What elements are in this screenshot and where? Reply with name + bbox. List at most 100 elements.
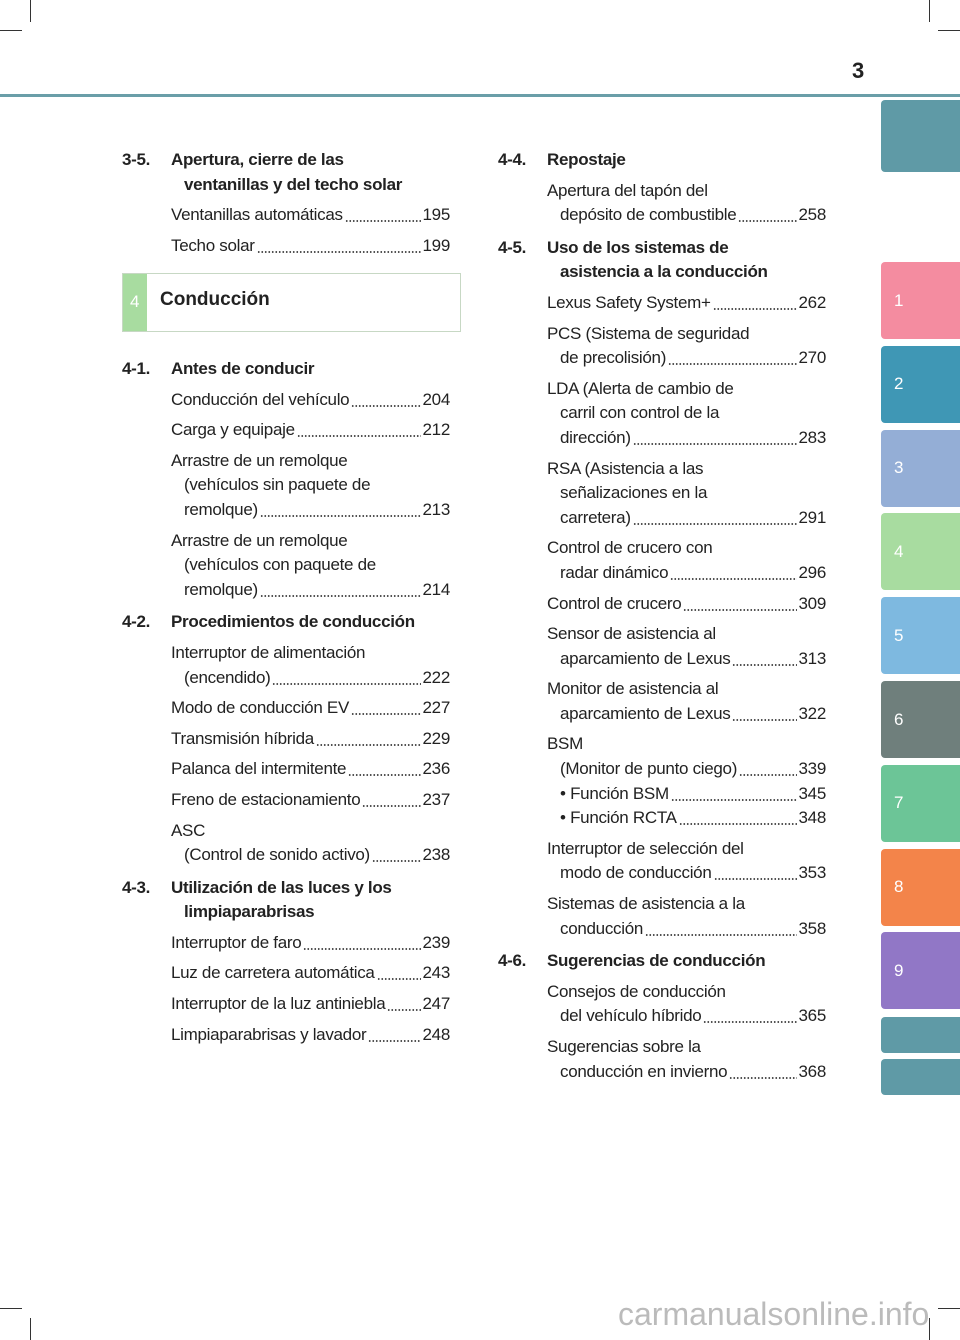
- chapter-tab: 5: [881, 597, 960, 675]
- entry-line: LDA (Alerta de cambio de: [547, 378, 734, 398]
- section-title: limpiaparabrisas: [184, 902, 315, 922]
- entry-text: conducción: [560, 918, 644, 938]
- entry: Sistemas de asistencia a la conducción 358: [547, 892, 827, 942]
- page-ref: 247: [422, 994, 451, 1014]
- page-ref: 248: [422, 1024, 451, 1044]
- section-title: Sugerencias de conducción: [547, 951, 766, 971]
- entry: Interruptor de selección del modo de cond…: [547, 837, 826, 887]
- entry-line: aparcamiento de Lexus 322: [547, 701, 826, 727]
- entry-line: depósito de combustible 258: [547, 203, 826, 228]
- entry: Sensor de asistencia al aparcamiento de L…: [547, 622, 826, 672]
- section-number: 4-2.: [122, 612, 151, 632]
- entry-line: (vehículos sin paquete de: [184, 475, 371, 495]
- entry-line: Transmisión híbrida 229: [171, 726, 450, 752]
- entry-line: RSA (Asistencia a las: [547, 458, 704, 478]
- tab-label: 1: [894, 290, 904, 310]
- entry-line: conducción en invierno 368: [547, 1059, 827, 1085]
- entry: Lexus Safety System+ 262: [547, 290, 827, 316]
- entry-line: conducción 358: [547, 916, 827, 942]
- page-ref: 262: [798, 292, 827, 312]
- section-title: Repostaje: [547, 150, 626, 169]
- entry: Interruptor de faro 239: [171, 930, 451, 956]
- entry-line: modo de conducción 353: [547, 861, 826, 887]
- page-ref: 365: [798, 1006, 827, 1026]
- page-ref: 212: [422, 420, 451, 440]
- entry-text: aparcamiento de Lexus: [560, 703, 731, 723]
- entry-line: Conducción del vehículo 204: [171, 387, 451, 413]
- section-title: ventanillas y del techo solar: [184, 174, 403, 194]
- entry-line: radar dinámico 296: [547, 560, 826, 586]
- page-ref: 368: [798, 1061, 827, 1081]
- entry: Arrastre de un remolque (vehículos con pa…: [171, 529, 450, 603]
- entry-text: dirección): [560, 427, 631, 447]
- entry-line: Limpiaparabrisas y lavador 248: [171, 1022, 451, 1048]
- entry: BSM (Monitor de punto ciego) 339 • Función …: [547, 732, 826, 831]
- crop-mark: [929, 0, 930, 22]
- dot-leader: [371, 843, 421, 868]
- entry-line: (encendido) 222: [171, 665, 451, 691]
- entry-line: Arrastre de un remolque: [171, 450, 348, 470]
- dot-leader: [670, 781, 797, 807]
- entry-text: aparcamiento de Lexus: [560, 648, 731, 668]
- entry: Arrastre de un remolque (vehículos sin pa…: [171, 449, 450, 523]
- entry-line: Consejos de conducción: [547, 981, 726, 1001]
- chapter-tab: 6: [881, 681, 960, 758]
- entry-line: Carga y equipaje 212: [171, 418, 450, 443]
- entry-text: Luz de carretera automática: [171, 963, 375, 983]
- dot-leader: [712, 290, 797, 316]
- entry-text: remolque): [184, 499, 258, 519]
- crop-mark: [30, 0, 31, 22]
- entry-line: Arrastre de un remolque: [171, 530, 348, 550]
- tab-label: 7: [894, 793, 904, 813]
- entry-line: • Función BSM 345: [547, 781, 826, 807]
- chapter-tab: 1: [881, 262, 960, 339]
- entry-text: • Función RCTA: [560, 808, 677, 828]
- entry-line: señalizaciones en la: [560, 483, 708, 503]
- entry-text: Freno de estacionamiento: [171, 789, 361, 809]
- page-ref: 222: [422, 667, 451, 687]
- tab-label: 2: [894, 374, 904, 394]
- section-number: 3-5.: [122, 150, 151, 169]
- entry: Limpiaparabrisas y lavador 248: [171, 1022, 451, 1048]
- dot-leader: [351, 387, 421, 413]
- entry: Sugerencias sobre la conducción en invier…: [547, 1035, 827, 1085]
- entry-line: Ventanillas automáticas 195: [171, 203, 450, 228]
- entry-text: Interruptor de la luz antiniebla: [171, 994, 386, 1014]
- page-ref: 214: [422, 579, 451, 599]
- entry-text: Control de crucero: [547, 593, 682, 613]
- dot-leader: [296, 418, 421, 443]
- entry: Control de crucero con radar dinámico 296: [547, 536, 826, 586]
- section: 4-5. Uso de los sistemas de asistencia a l…: [498, 236, 827, 942]
- section-number: 4-4.: [498, 150, 527, 169]
- crop-mark: [0, 1308, 22, 1309]
- section: 3-5. Apertura, cierre de las ventanillas y…: [122, 148, 450, 259]
- page-ref: 204: [422, 389, 451, 409]
- page-ref: 309: [798, 593, 827, 613]
- entry: ASC (Control de sonido activo) 238: [171, 819, 450, 868]
- dot-leader: [387, 992, 421, 1017]
- entry-text: Ventanillas automáticas: [171, 205, 343, 225]
- page-number: 3: [852, 58, 865, 83]
- entry-line: Control de crucero 309: [547, 591, 827, 617]
- dot-leader: [645, 916, 797, 942]
- chapter-tab: 4: [881, 513, 960, 591]
- dot-leader: [668, 346, 797, 371]
- entry: Transmisión híbrida 229: [171, 726, 450, 752]
- tab-label: 6: [894, 709, 904, 729]
- crop-mark: [929, 1318, 930, 1340]
- entry-line: (Monitor de punto ciego) 339: [547, 757, 826, 782]
- entry-text: Palanca del intermitente: [171, 759, 347, 779]
- page-ref: 239: [422, 932, 451, 952]
- crop-mark: [0, 30, 22, 31]
- entry-text: depósito de combustible: [560, 205, 737, 225]
- dot-leader: [713, 861, 797, 887]
- section: 4-2. Procedimientos de conducción Interrup…: [122, 610, 451, 868]
- chapter-box: 4 Conducción: [122, 273, 461, 332]
- dot-leader: [351, 696, 421, 721]
- page-ref: 358: [798, 918, 827, 938]
- entry-line: Freno de estacionamiento 237: [171, 787, 450, 813]
- entry: RSA (Asistencia a las señalizaciones en l…: [547, 457, 826, 531]
- entry: Palanca del intermitente 236: [171, 757, 450, 782]
- entry-line: ASC: [171, 820, 206, 840]
